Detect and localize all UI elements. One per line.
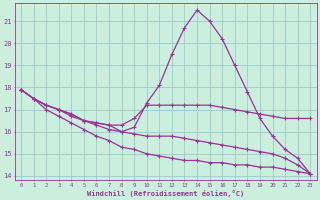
X-axis label: Windchill (Refroidissement éolien,°C): Windchill (Refroidissement éolien,°C) [87,190,244,197]
